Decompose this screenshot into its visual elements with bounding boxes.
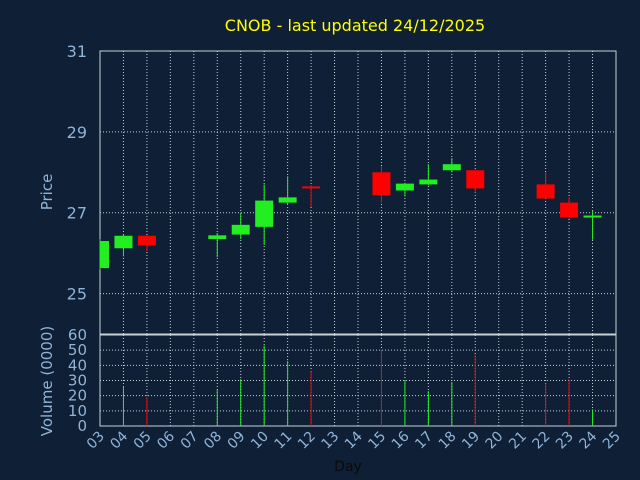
candle-body	[278, 197, 297, 203]
volume-tick-label: 60	[68, 326, 87, 344]
volume-axis-label: Volume (0000)	[38, 326, 56, 436]
day-tick-label: 18	[436, 429, 460, 453]
price-tick-label: 27	[67, 204, 87, 223]
candle-body	[255, 200, 274, 227]
candle-body	[302, 186, 321, 189]
day-tick-label: 24	[576, 428, 600, 452]
candle-body	[137, 235, 156, 246]
day-tick-label: 17	[412, 429, 436, 453]
volume-tick-label: 20	[68, 387, 87, 405]
volume-tick-label: 50	[68, 341, 87, 359]
day-tick-label: 10	[248, 429, 272, 453]
price-tick-label: 25	[67, 285, 87, 304]
day-tick-label: 12	[295, 429, 319, 453]
day-tick-label: 07	[178, 429, 202, 453]
x-axis-label: Day	[334, 459, 362, 475]
candle-body	[419, 179, 438, 185]
day-tick-label: 04	[107, 428, 131, 452]
price-tick-label: 31	[67, 42, 87, 61]
day-tick-label: 14	[342, 428, 366, 452]
x-axis: 03 04 05 06 07 08 09 10 11 12 13 14 15 16 17 18 19 20 21 22…	[84, 428, 624, 452]
day-tick-label: 19	[459, 429, 483, 453]
candle-body	[208, 235, 227, 239]
day-tick-label: 23	[553, 429, 577, 453]
day-tick-label: 25	[600, 429, 624, 453]
candle-body	[536, 184, 555, 199]
candle-body	[395, 183, 414, 191]
volume-tick-label: 0	[77, 417, 87, 435]
price-panel: 25 27 29 31	[67, 42, 617, 335]
price-panel-frame	[99, 50, 617, 335]
candle-body	[466, 170, 485, 189]
day-tick-label: 22	[530, 429, 554, 453]
candle-body	[560, 202, 579, 218]
day-tick-label: 16	[389, 428, 413, 452]
day-tick-label: 09	[225, 429, 249, 453]
price-tick-label: 29	[67, 123, 87, 142]
price-axis-label: Price	[38, 174, 56, 211]
volume-tick-label: 10	[68, 402, 87, 420]
day-tick-label: 20	[483, 429, 507, 453]
day-tick-label: 03	[84, 429, 108, 453]
chart-title: CNOB - last updated 24/12/2025	[225, 16, 485, 35]
day-tick-label: 06	[154, 428, 178, 452]
day-tick-label: 13	[318, 429, 342, 453]
candle-body	[100, 241, 109, 269]
day-tick-label: 08	[201, 429, 225, 453]
volume-tick-label: 40	[68, 356, 87, 374]
day-tick-label: 21	[506, 429, 530, 453]
day-tick-label: 11	[272, 429, 296, 453]
volume-panel-frame	[99, 334, 617, 427]
candle-body	[442, 164, 461, 171]
volume-tick-label: 30	[68, 372, 87, 390]
day-tick-label: 05	[131, 429, 155, 453]
candle-body	[231, 224, 250, 235]
candle-body	[114, 235, 133, 249]
candle-body	[583, 215, 602, 218]
day-tick-label: 15	[365, 429, 389, 453]
candle-body	[372, 172, 391, 196]
